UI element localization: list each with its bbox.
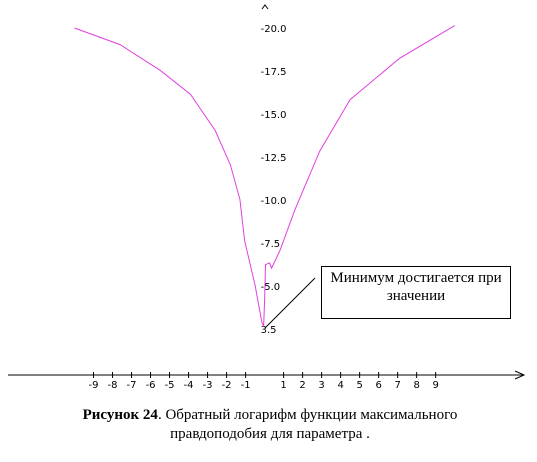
- x-tick-label: -5: [165, 380, 175, 391]
- x-tick-label: -4: [184, 380, 194, 391]
- y-tick-label: -15.0: [261, 110, 287, 121]
- x-tick-label: 4: [337, 380, 343, 391]
- x-tick-label: -8: [108, 380, 118, 391]
- caption-label: Рисунок 24: [82, 407, 158, 423]
- y-tick-label: -10.0: [261, 196, 287, 207]
- x-tick-label: 6: [375, 380, 381, 391]
- y-tick-label: -5.0: [261, 282, 281, 293]
- y-tick-label: -17.5: [261, 67, 287, 78]
- y-tick-label: -20.0: [261, 24, 287, 35]
- x-tick-label: -9: [89, 380, 99, 391]
- x-tick-label: -2: [222, 380, 232, 391]
- data-line: [74, 25, 455, 327]
- x-tick-label: -6: [146, 380, 156, 391]
- x-tick-label: 8: [413, 380, 419, 391]
- y-tick-label: -12.5: [261, 153, 287, 164]
- chart: 3.5 -5.0 -7.5 -10.0 -12.5 -15.0 -17.5 -20.0 -9 -8…: [8, 4, 526, 391]
- x-tick-label: -7: [127, 380, 137, 391]
- annotation-line: [264, 277, 316, 329]
- x-tick-label: 9: [432, 380, 438, 391]
- x-tick-label: 2: [299, 380, 305, 391]
- annotation: Минимум достигается при значении: [321, 266, 511, 319]
- x-tick-label: 3: [318, 380, 324, 391]
- y-tick-label: -7.5: [261, 239, 281, 250]
- x-tick-label: 1: [280, 380, 286, 391]
- x-tick-label: 7: [394, 380, 400, 391]
- x-tick-label: 5: [356, 380, 362, 391]
- y-arrow: [261, 4, 269, 10]
- y-tick-label: 3.5: [261, 325, 277, 336]
- caption: Рисунок 24. Обратный логарифм функции ма…: [40, 406, 500, 444]
- x-arrow: [514, 370, 526, 380]
- caption-text: . Обратный логарифм функции максимальног…: [157, 407, 458, 442]
- x-tick-label: -1: [241, 380, 251, 391]
- x-tick-label: -3: [203, 380, 213, 391]
